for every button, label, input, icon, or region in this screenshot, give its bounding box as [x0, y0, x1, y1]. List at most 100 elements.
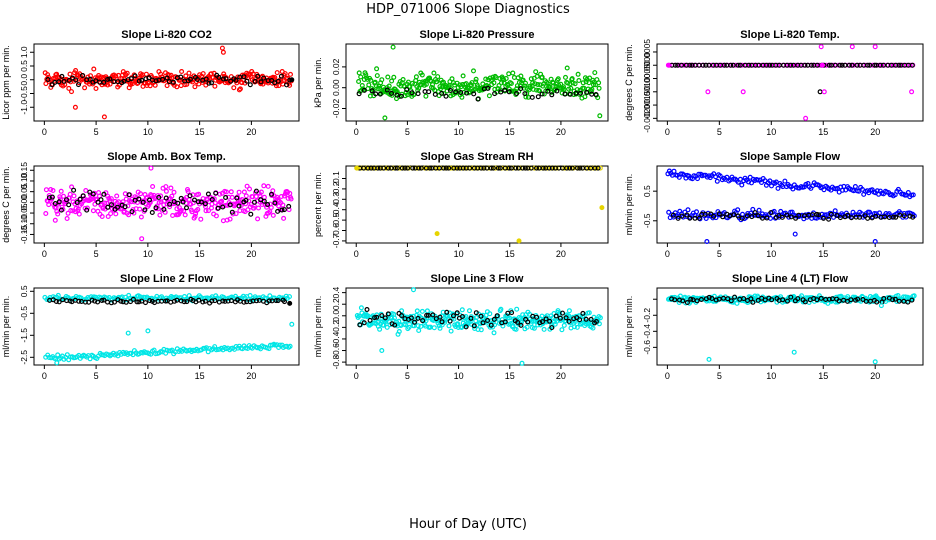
y-tick-label: -0.02 — [331, 99, 341, 119]
data-point — [836, 298, 842, 304]
data-point — [562, 91, 568, 97]
data-point — [187, 193, 193, 199]
data-point — [72, 104, 78, 110]
data-point — [365, 165, 371, 171]
data-point — [163, 184, 169, 190]
data-point — [236, 189, 242, 195]
data-point — [448, 87, 454, 93]
y-axis-label: kPa per min. — [313, 57, 323, 108]
data-point — [203, 208, 209, 214]
x-tick-label: 15 — [818, 127, 828, 137]
data-point — [289, 77, 295, 83]
data-point — [573, 90, 579, 96]
data-point — [278, 194, 284, 200]
data-point — [266, 298, 272, 304]
data-point — [289, 321, 295, 327]
data-point — [467, 308, 473, 314]
data-point — [202, 298, 208, 304]
y-tick-label: -0.6 — [331, 343, 341, 358]
data-point — [416, 328, 422, 334]
data-point — [744, 213, 750, 219]
data-point — [275, 78, 281, 84]
data-point — [702, 211, 708, 217]
data-point — [181, 299, 187, 305]
data-point — [209, 298, 215, 304]
data-point — [586, 310, 592, 316]
panel-title: Slope Sample Flow — [740, 151, 841, 163]
data-point — [90, 191, 96, 197]
x-tick-label: 15 — [195, 371, 205, 381]
data-point — [472, 86, 478, 92]
y-tick-label: 0.0 — [19, 74, 29, 86]
data-point — [576, 77, 582, 83]
data-point — [149, 210, 155, 216]
data-point — [60, 193, 66, 199]
data-point — [45, 72, 51, 78]
data-point — [561, 322, 567, 328]
data-point — [93, 85, 99, 91]
data-point — [247, 299, 253, 305]
data-point — [90, 208, 96, 214]
x-tick-label: 0 — [42, 371, 47, 381]
data-point — [399, 313, 405, 319]
data-point — [396, 329, 402, 335]
data-point — [437, 325, 443, 331]
data-point — [739, 211, 745, 217]
data-point — [890, 214, 896, 220]
data-point — [703, 216, 709, 222]
x-tick-label: 20 — [556, 371, 566, 381]
data-point — [564, 165, 570, 171]
data-point — [43, 211, 49, 217]
data-point — [791, 349, 797, 355]
data-point — [693, 209, 699, 215]
data-point — [56, 199, 62, 205]
data-point — [739, 182, 745, 188]
data-point — [287, 300, 293, 306]
data-point — [410, 80, 416, 86]
data-point — [185, 189, 191, 195]
data-point — [596, 80, 602, 86]
data-point — [711, 213, 717, 219]
data-point — [187, 76, 193, 82]
data-point — [872, 239, 878, 245]
y-tick-label: -0.1 — [331, 171, 341, 186]
data-point — [681, 62, 687, 68]
data-point — [672, 62, 678, 68]
data-point — [670, 212, 676, 218]
data-point — [432, 91, 438, 97]
y-tick-label: 0.0000 — [642, 52, 652, 78]
data-point — [212, 298, 218, 304]
data-point — [76, 298, 82, 304]
data-point — [449, 76, 455, 82]
x-tick-label: 0 — [42, 127, 47, 137]
data-point — [203, 76, 209, 82]
data-point — [413, 74, 419, 80]
data-point — [539, 74, 545, 80]
data-point — [459, 307, 465, 313]
x-tick-label: 15 — [505, 127, 515, 137]
data-point — [737, 62, 743, 68]
data-point — [285, 195, 291, 201]
data-point — [216, 74, 222, 80]
data-point — [717, 173, 723, 179]
data-point — [872, 359, 878, 365]
y-tick-label: -0.5 — [19, 86, 29, 101]
data-point — [163, 195, 169, 201]
data-point — [755, 177, 761, 183]
data-point — [414, 308, 420, 314]
data-point — [105, 76, 111, 82]
data-point — [795, 296, 801, 302]
plot-frame — [345, 165, 609, 244]
data-point — [102, 200, 108, 206]
data-point — [689, 62, 695, 68]
data-point — [547, 318, 553, 324]
data-point — [535, 81, 541, 87]
data-point — [880, 62, 886, 68]
data-point — [721, 62, 727, 68]
data-point — [45, 76, 51, 82]
data-point — [234, 195, 240, 201]
panel-title: Slope Line 3 Flow — [431, 273, 524, 285]
data-point — [549, 165, 555, 171]
data-point — [529, 94, 535, 100]
data-point — [492, 91, 498, 97]
